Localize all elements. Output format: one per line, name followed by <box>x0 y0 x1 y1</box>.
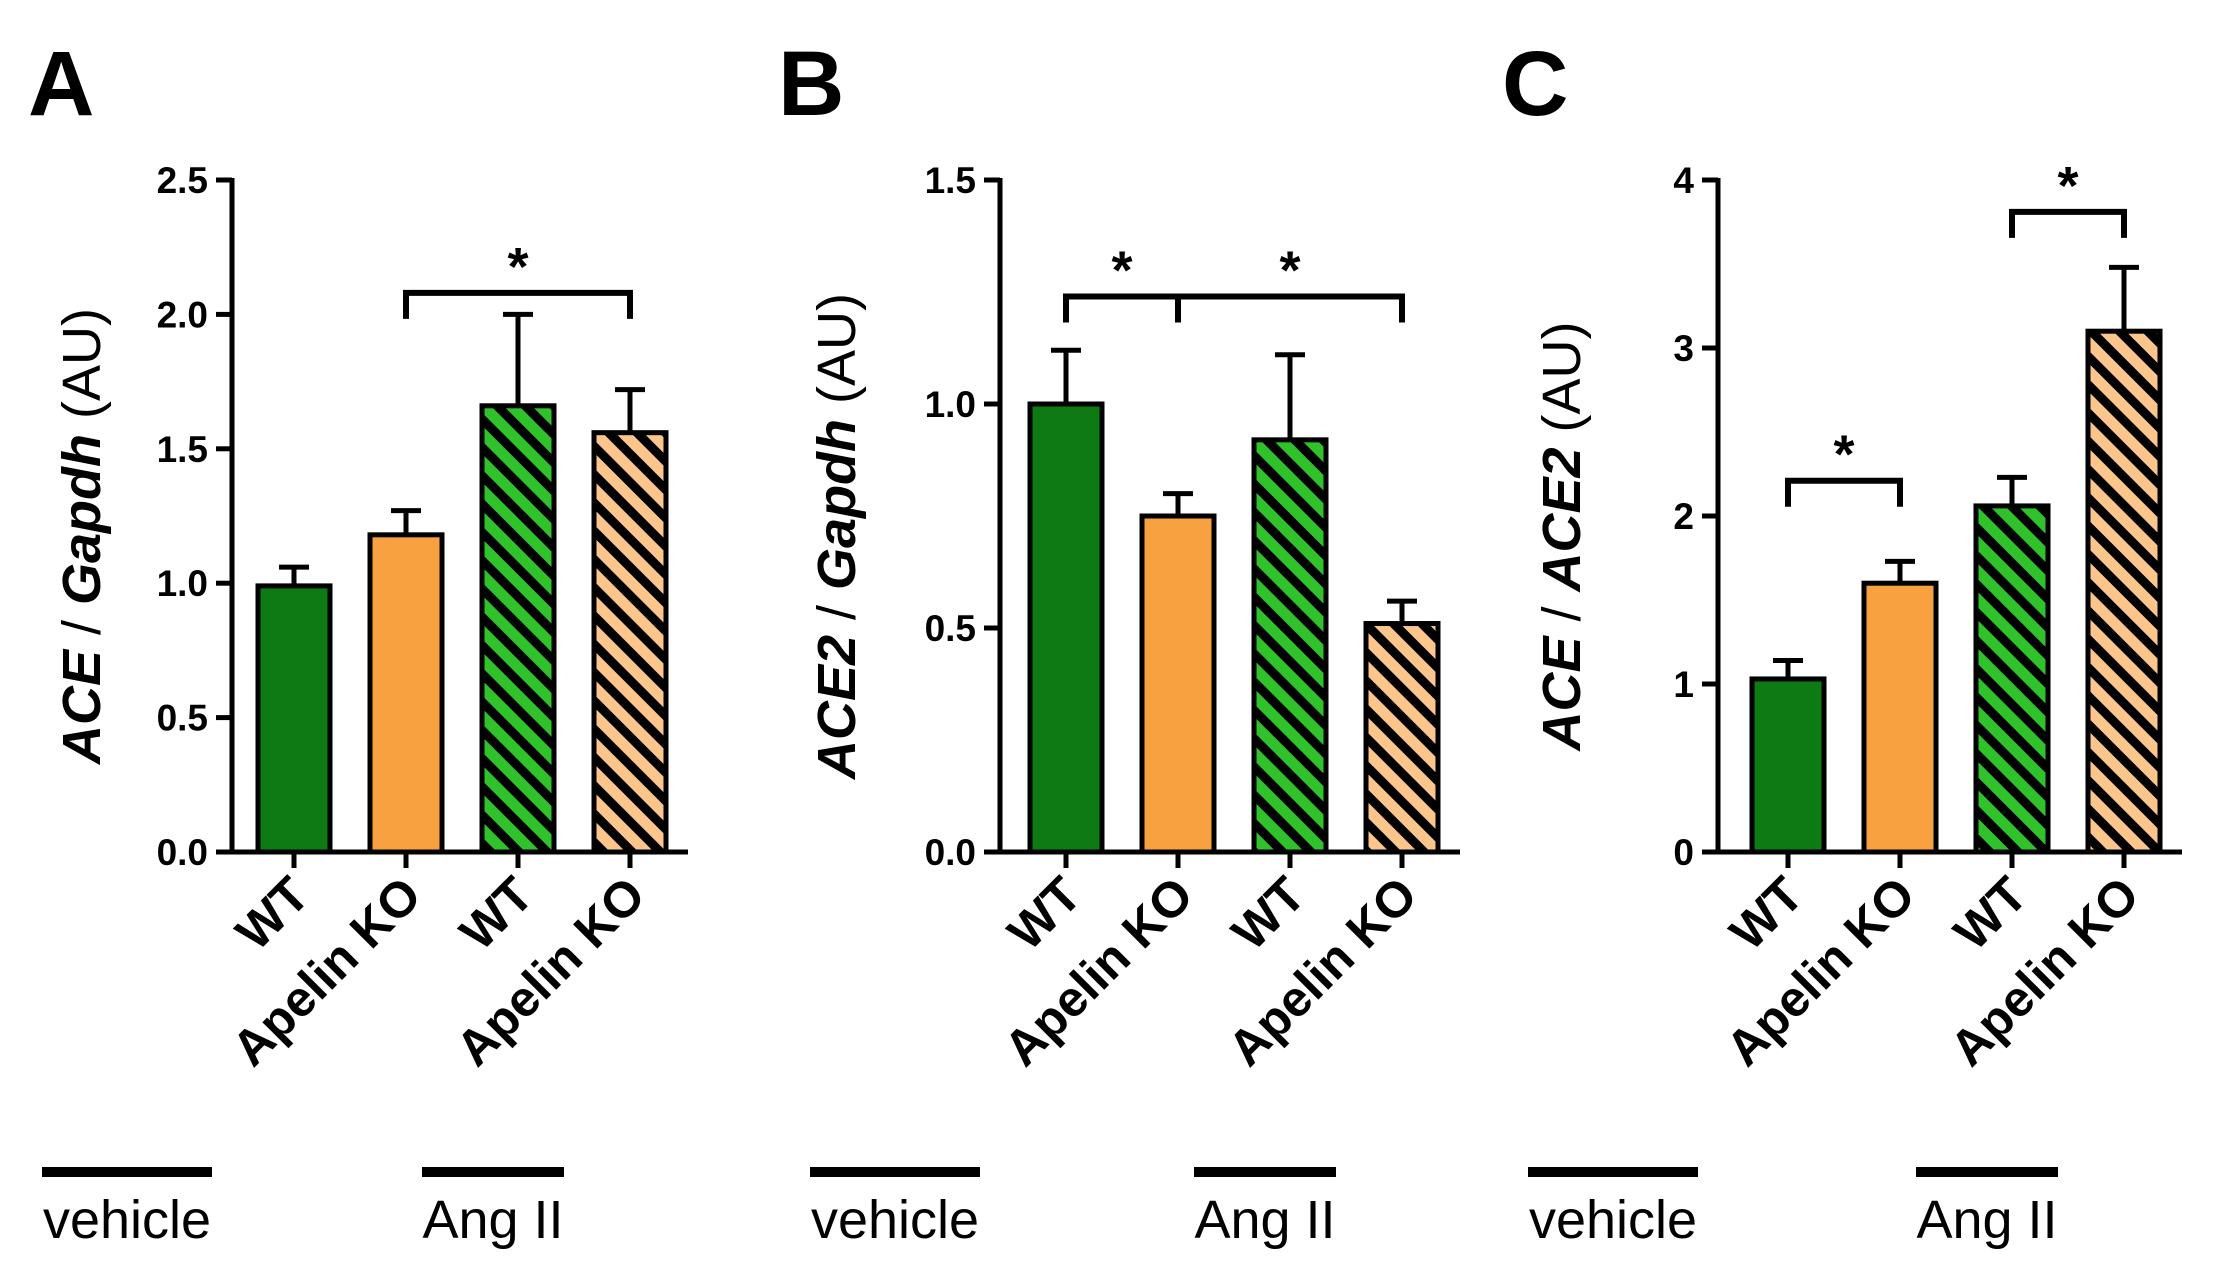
y-tick-label: 1.0 <box>925 384 976 425</box>
bar <box>1749 676 1827 855</box>
y-axis-label-part: / <box>52 605 112 650</box>
y-axis-label-part: (AU) <box>1532 321 1592 447</box>
bar <box>367 532 445 855</box>
bar <box>1861 580 1939 855</box>
bar <box>1251 437 1329 855</box>
y-tick-label: 1.5 <box>925 160 976 201</box>
x-category-label: WT <box>225 866 320 961</box>
y-axis-label-part: ACE <box>52 648 112 766</box>
y-tick-label: 4 <box>1673 160 1694 201</box>
x-category-label: WT <box>1719 866 1814 961</box>
y-tick-label: 2 <box>1673 496 1694 537</box>
group-label-ang-ii: Ang II <box>1916 1190 2057 1250</box>
y-tick-label: 1.5 <box>157 429 208 470</box>
y-axis-label-part: (AU) <box>807 293 867 419</box>
significance-star: * <box>1111 240 1132 300</box>
group-label-vehicle: vehicle <box>811 1190 979 1250</box>
group-label-vehicle: vehicle <box>1529 1190 1697 1250</box>
y-tick-label: 0.0 <box>925 832 976 873</box>
bar <box>1139 513 1217 855</box>
y-axis-label: ACE2 / Gapdh (AU) <box>807 293 867 781</box>
significance-star: * <box>1279 240 1300 300</box>
y-tick-label: 1.0 <box>157 563 208 604</box>
y-axis-label-part: (AU) <box>52 308 112 434</box>
significance-bracket <box>2009 208 2127 238</box>
y-tick-label: 0 <box>1673 832 1694 873</box>
bar <box>2085 328 2163 855</box>
bar <box>479 403 557 855</box>
x-category-label: WT <box>997 866 1092 961</box>
group-label-ang-ii: Ang II <box>422 1190 563 1250</box>
significance-bracket <box>403 289 633 319</box>
y-axis-label-part: Gapdh <box>807 419 867 590</box>
y-tick-label: 1 <box>1673 664 1694 705</box>
panel-letter: A <box>28 33 94 135</box>
y-axis-label-part: ACE2 <box>807 635 867 781</box>
group-label-vehicle: vehicle <box>43 1190 211 1250</box>
y-axis-label: ACE / Gapdh (AU) <box>52 308 112 766</box>
significance-bracket <box>1175 293 1405 323</box>
panel-letter: C <box>1502 33 1568 135</box>
x-category-label: WT <box>1221 866 1316 961</box>
y-axis-label-part: / <box>1532 592 1592 637</box>
significance-star: * <box>507 237 528 297</box>
y-axis-label-part: Gapdh <box>52 434 112 605</box>
y-tick-label: 0.5 <box>925 608 976 649</box>
y-tick-label: 0.5 <box>157 698 208 739</box>
y-tick-label: 2.5 <box>157 160 208 201</box>
y-tick-label: 2.0 <box>157 294 208 335</box>
group-label-ang-ii: Ang II <box>1194 1190 1335 1250</box>
bar <box>1027 401 1105 855</box>
y-axis-label-part: / <box>807 590 867 635</box>
y-axis-label: ACE / ACE2 (AU) <box>1532 321 1592 752</box>
bar <box>1363 621 1441 855</box>
y-tick-label: 0.0 <box>157 832 208 873</box>
bar <box>591 430 669 855</box>
bar <box>255 583 333 855</box>
y-axis-label-part: ACE2 <box>1532 447 1592 593</box>
y-axis-label-part: ACE <box>1532 635 1592 753</box>
x-category-label: WT <box>449 866 544 961</box>
significance-star: * <box>1833 425 1854 485</box>
significance-bracket <box>1785 477 1903 507</box>
significance-star: * <box>2057 156 2078 216</box>
panel-letter: B <box>778 33 844 135</box>
y-tick-label: 3 <box>1673 328 1694 369</box>
x-category-label: WT <box>1943 866 2038 961</box>
bar <box>1973 503 2051 855</box>
